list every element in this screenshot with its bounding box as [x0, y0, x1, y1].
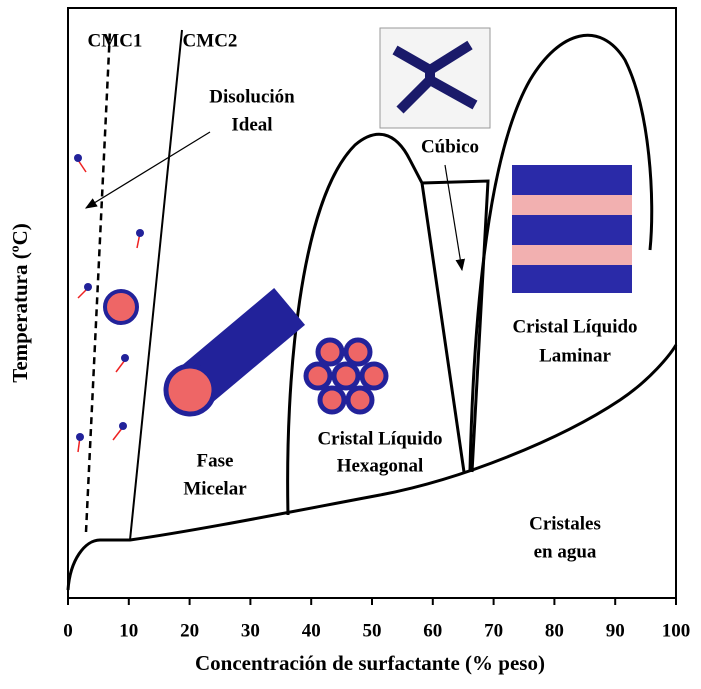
label: Laminar [539, 345, 611, 366]
x-tick-label: 20 [180, 620, 199, 641]
x-tick-label: 30 [241, 620, 260, 641]
x-tick-label: 10 [119, 620, 138, 641]
illustrations [74, 27, 632, 453]
x-tick-label: 0 [63, 620, 73, 641]
label: Cúbico [421, 136, 479, 157]
x-tick-label: 90 [606, 620, 625, 641]
x-tick-label: 50 [363, 620, 382, 641]
plot-frame [67, 7, 677, 599]
lamellar-boundary [468, 33, 654, 471]
label: en agua [534, 541, 597, 562]
x-tick-label: 80 [545, 620, 564, 641]
x-tick-label: 70 [484, 620, 503, 641]
label: Hexagonal [337, 455, 424, 476]
arrow [84, 131, 211, 209]
arrow [444, 164, 466, 272]
solubility-curve [66, 344, 678, 591]
label: Ideal [231, 114, 272, 135]
label: Cristal Líquido [317, 428, 442, 449]
hexagonal-boundary [286, 132, 466, 516]
label: CMC1 [88, 30, 143, 51]
label: CMC2 [183, 30, 238, 51]
label: Cristal Líquido [512, 316, 637, 337]
label: Micelar [183, 478, 247, 499]
label: Fase [197, 450, 234, 471]
cmc2-line [129, 29, 183, 541]
x-tick-label: 100 [662, 620, 691, 641]
cubic-boundary [421, 179, 490, 473]
y-axis-title: Temperatura (ºC) [8, 223, 32, 383]
label: Disolución [209, 86, 295, 107]
x-axis-title: Concentración de surfactante (% peso) [195, 651, 545, 675]
cmc1-line [84, 29, 112, 533]
x-tick-label: 40 [302, 620, 321, 641]
x-tick-label: 60 [423, 620, 442, 641]
label: Cristales [529, 513, 601, 534]
